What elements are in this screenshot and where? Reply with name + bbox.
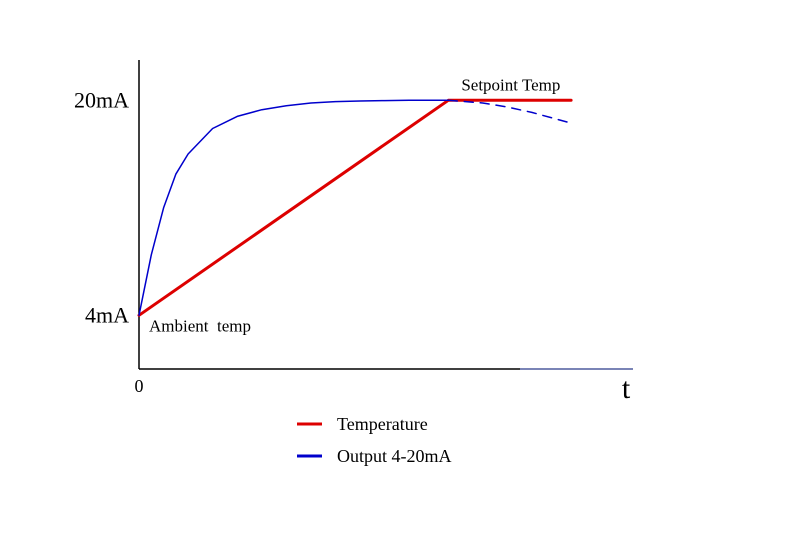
series-output-projection <box>447 99 572 124</box>
x-axis-label: t <box>622 372 631 405</box>
series-output <box>138 99 450 317</box>
series-temperature <box>137 98 573 317</box>
series-layer <box>137 98 573 317</box>
annotation-setpoint-temp: Setpoint Temp <box>461 75 560 94</box>
axes <box>138 60 633 370</box>
x-origin-label: 0 <box>135 376 144 396</box>
y-tick-label-20mA: 20mA <box>74 87 129 112</box>
legend: Temperature Output 4-20mA <box>297 414 452 466</box>
y-tick-label-4mA: 4mA <box>85 302 129 327</box>
annotation-ambient-temp: Ambient temp <box>149 316 251 335</box>
legend-label-temperature: Temperature <box>337 414 428 434</box>
legend-label-output: Output 4-20mA <box>337 446 452 466</box>
